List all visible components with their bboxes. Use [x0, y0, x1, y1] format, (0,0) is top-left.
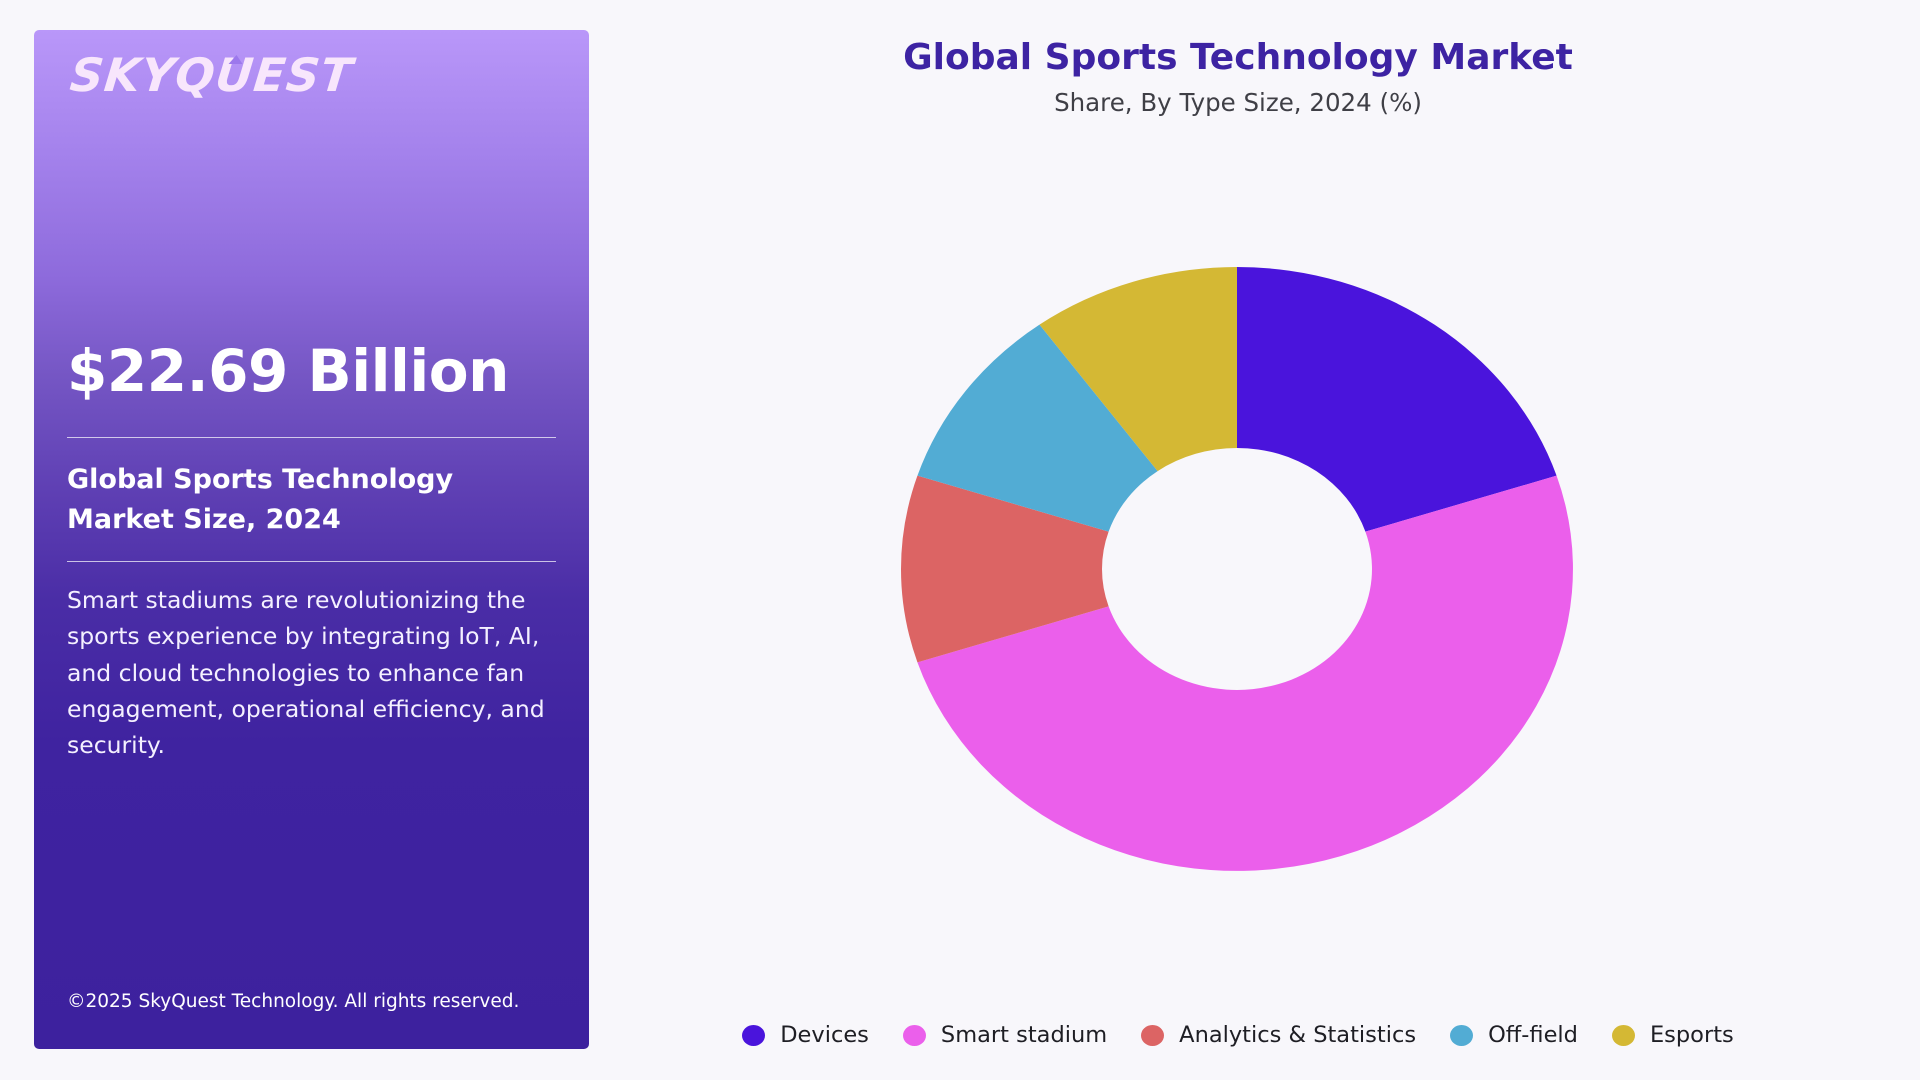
divider: [67, 561, 556, 562]
legend-label: Off-field: [1488, 1022, 1578, 1048]
legend-label: Analytics & Statistics: [1179, 1022, 1417, 1048]
skyquest-logo: SKYQUEST: [68, 48, 356, 102]
legend-item-devices[interactable]: Devices: [742, 1019, 869, 1051]
divider: [67, 437, 556, 438]
legend-item-analytics-statistics[interactable]: Analytics & Statistics: [1141, 1019, 1416, 1051]
legend-dot-icon: [1611, 1024, 1635, 1046]
legend-item-off-field[interactable]: Off-field: [1450, 1019, 1578, 1051]
market-description: Smart stadiums are revolutionizing the s…: [67, 586, 545, 760]
donut-segment-smart-stadium[interactable]: [917, 475, 1573, 871]
logo-text-part: EST: [251, 48, 356, 102]
chart-title: Global Sports Technology Market: [903, 37, 1573, 78]
legend-dot-icon: [742, 1024, 766, 1046]
copyright-notice: ©2025 SkyQuest Technology. All rights re…: [67, 991, 520, 1012]
donut-segment-devices[interactable]: [1237, 267, 1557, 532]
legend-dot-icon: [902, 1024, 926, 1046]
legend-item-smart-stadium[interactable]: Smart stadium: [902, 1019, 1108, 1051]
legend-label: Smart stadium: [940, 1022, 1108, 1048]
donut-segment-analytics-statistics[interactable]: [901, 475, 1109, 663]
summary-card: SKYQUEST $22.69 Billion Global Sports Te…: [34, 30, 589, 1049]
logo-up-arrow-icon: U: [213, 48, 257, 102]
logo-text-part: SKYQ: [67, 48, 219, 102]
market-size-label: Global Sports Technology Market Size, 20…: [67, 464, 454, 535]
chart-subtitle: Share, By Type Size, 2024 (%): [1054, 88, 1422, 117]
donut-segment-off-field[interactable]: [917, 324, 1158, 532]
chart-legend: Devices Smart stadium Analytics & Statisti…: [640, 1019, 1836, 1051]
legend-label: Esports: [1649, 1022, 1734, 1048]
donut-segment-esports[interactable]: [1039, 267, 1237, 472]
market-size-value: $22.69 Billion: [67, 337, 509, 405]
legend-dot-icon: [1450, 1024, 1474, 1046]
legend-item-esports[interactable]: Esports: [1611, 1019, 1734, 1051]
legend-dot-icon: [1141, 1024, 1165, 1046]
logo-text-u: U: [212, 48, 257, 102]
legend-label: Devices: [780, 1022, 869, 1048]
